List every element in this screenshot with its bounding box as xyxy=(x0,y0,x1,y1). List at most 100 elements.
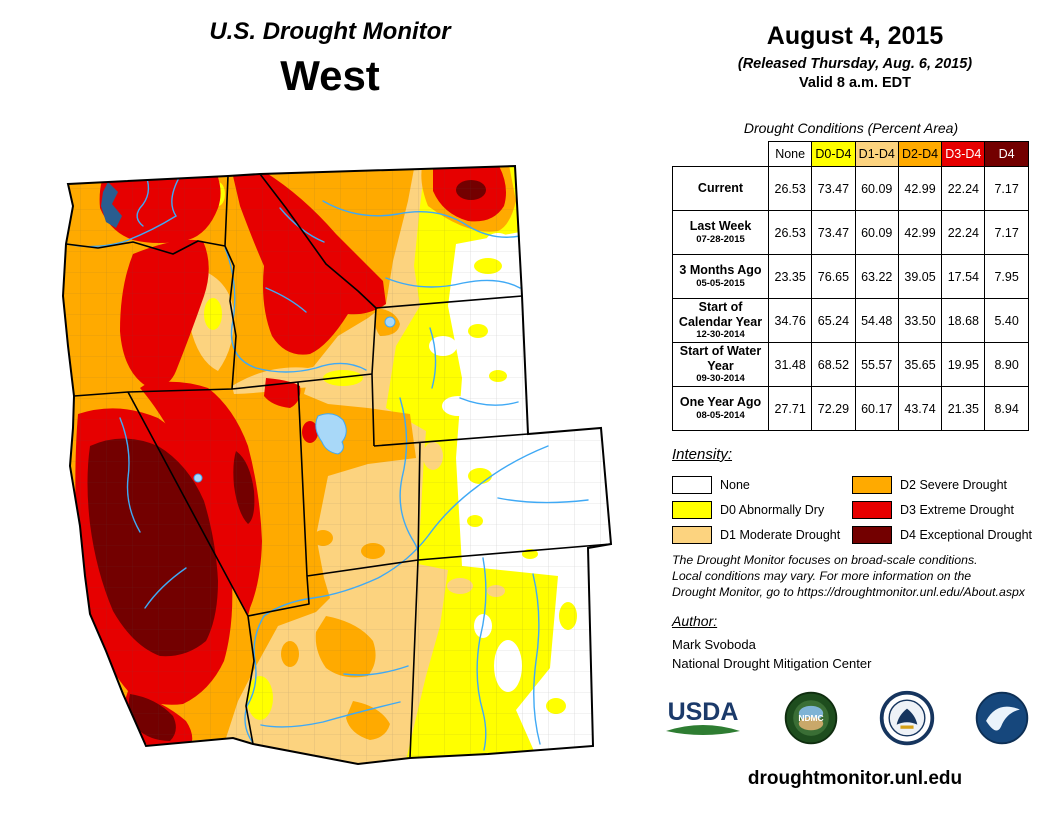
table-row: Last Week 07-28-2015 26.53 73.47 60.09 42… xyxy=(672,210,1029,255)
swatch-none xyxy=(672,475,712,494)
legend-item-d2: D2 Severe Drought xyxy=(852,472,1038,497)
swatch-d4 xyxy=(852,525,892,544)
col-header-d1-d4: D1-D4 xyxy=(854,141,899,167)
cell-value: 63.22 xyxy=(854,254,899,299)
agency-logos: USDA NDMC xyxy=(660,688,1032,748)
col-header-d0-d4: D0-D4 xyxy=(811,141,856,167)
cell-value: 42.99 xyxy=(897,210,943,255)
usda-logo: USDA xyxy=(666,698,740,735)
ndmc-wordmark: NDMC xyxy=(799,713,824,723)
legend-label: D2 Severe Drought xyxy=(900,477,1008,492)
legend-label: D4 Exceptional Drought xyxy=(900,527,1033,542)
cell-value: 60.09 xyxy=(854,210,899,255)
col-header-d2-d4: D2-D4 xyxy=(897,141,943,167)
cell-value: 72.29 xyxy=(811,386,856,431)
drought-fill-layers xyxy=(63,166,611,764)
legend-item-d1: D1 Moderate Drought xyxy=(672,522,852,547)
yellowstone-lake xyxy=(384,316,396,328)
intensity-legend: Intensity: None D0 Abnormally Dry D1 Mod… xyxy=(672,446,1040,547)
noaa-logo-icon xyxy=(975,691,1029,745)
cell-value: 7.95 xyxy=(984,254,1029,299)
col-header-none: None xyxy=(767,141,813,167)
table-row: Current 26.53 73.47 60.09 42.99 22.24 7.… xyxy=(672,166,1029,211)
commerce-seal-icon xyxy=(879,690,934,746)
page-title: U.S. Drought Monitor xyxy=(209,18,451,45)
usda-swoosh-icon xyxy=(666,725,740,735)
legend-item-none: None xyxy=(672,472,852,497)
legend-item-d3: D3 Extreme Drought xyxy=(852,497,1038,522)
puget-sound xyxy=(101,182,122,228)
legend-item-d0: D0 Abnormally Dry xyxy=(672,497,852,522)
ndmc-logo: NDMC xyxy=(785,691,838,745)
disclaimer-line: The Drought Monitor focuses on broad-sca… xyxy=(672,553,978,567)
legend-item-d4: D4 Exceptional Drought xyxy=(852,522,1038,547)
cell-value: 19.95 xyxy=(941,342,986,387)
row-label: One Year Ago 08-05-2014 xyxy=(672,386,769,431)
cell-value: 60.17 xyxy=(854,386,899,431)
cell-value: 43.74 xyxy=(897,386,943,431)
state-borders xyxy=(65,173,612,759)
disclaimer-line: Local conditions may vary. For more info… xyxy=(672,568,972,583)
table-header-row: None D0-D4 D1-D4 D2-D4 D3-D4 D4 xyxy=(672,141,1029,167)
cell-value: 73.47 xyxy=(811,166,856,211)
author-block: Author: Mark Svoboda National Drought Mi… xyxy=(672,613,1042,671)
cell-value: 68.52 xyxy=(811,342,856,387)
drought-conditions-table: None D0-D4 D1-D4 D2-D4 D3-D4 D4 Current … xyxy=(672,141,1029,431)
disclaimer-text: The Drought Monitor focuses on broad-sca… xyxy=(672,553,1042,601)
table-row: 3 Months Ago 05-05-2015 23.35 76.65 63.22… xyxy=(672,254,1029,299)
drought-map xyxy=(61,164,613,766)
title-block: U.S. Drought Monitor West xyxy=(110,18,550,100)
cell-value: 18.68 xyxy=(941,298,986,343)
lake-tahoe xyxy=(193,473,203,483)
author-name: Mark Svoboda xyxy=(672,637,756,652)
cell-value: 8.90 xyxy=(984,342,1029,387)
legend-label: D3 Extreme Drought xyxy=(900,502,1014,517)
swatch-d3 xyxy=(852,500,892,519)
row-label: 3 Months Ago 05-05-2015 xyxy=(672,254,769,299)
site-url: droughtmonitor.unl.edu xyxy=(747,768,963,789)
cell-value: 76.65 xyxy=(811,254,856,299)
cell-value: 34.76 xyxy=(767,298,813,343)
date-block: August 4, 2015 (Released Thursday, Aug. … xyxy=(690,22,1020,91)
swatch-d0 xyxy=(672,500,712,519)
cell-value: 21.35 xyxy=(941,386,986,431)
cell-value: 73.47 xyxy=(811,210,856,255)
map-date: August 4, 2015 xyxy=(766,22,944,50)
cell-value: 39.05 xyxy=(897,254,943,299)
row-label: Start of Water Year 09-30-2014 xyxy=(672,342,769,387)
swatch-d2 xyxy=(852,475,892,494)
cell-value: 22.24 xyxy=(941,210,986,255)
cell-value: 8.94 xyxy=(984,386,1029,431)
author-org: National Drought Mitigation Center xyxy=(672,656,872,671)
cell-value: 7.17 xyxy=(984,166,1029,211)
cell-value: 55.57 xyxy=(854,342,899,387)
cell-value: 7.17 xyxy=(984,210,1029,255)
col-header-d3-d4: D3-D4 xyxy=(941,141,986,167)
row-label: Start of Calendar Year 12-30-2014 xyxy=(672,298,769,343)
cell-value: 42.99 xyxy=(897,166,943,211)
region-outline xyxy=(61,164,613,766)
row-label: Last Week 07-28-2015 xyxy=(672,210,769,255)
cell-value: 54.48 xyxy=(854,298,899,343)
cell-value: 35.65 xyxy=(897,342,943,387)
legend-label: D1 Moderate Drought xyxy=(720,527,841,542)
cell-value: 23.35 xyxy=(767,254,813,299)
great-salt-lake xyxy=(315,413,347,455)
rivers xyxy=(67,175,589,751)
cell-value: 17.54 xyxy=(941,254,986,299)
cell-value: 27.71 xyxy=(767,386,813,431)
legend-grid: None D0 Abnormally Dry D1 Moderate Droug… xyxy=(672,472,1040,547)
legend-label: D0 Abnormally Dry xyxy=(720,502,825,517)
cell-value: 60.09 xyxy=(854,166,899,211)
usda-wordmark: USDA xyxy=(668,698,739,726)
stats-table-title: Drought Conditions (Percent Area) xyxy=(743,120,959,136)
legend-title: Intensity: xyxy=(672,446,733,463)
stats-table-block: Drought Conditions (Percent Area) None D… xyxy=(672,120,1030,431)
county-lines xyxy=(63,166,611,764)
col-header-d4: D4 xyxy=(984,141,1029,167)
table-row: Start of Calendar Year 12-30-2014 34.76 6… xyxy=(672,298,1029,343)
disclaimer-line: Drought Monitor, go to https://droughtmo… xyxy=(672,584,1025,599)
cell-value: 65.24 xyxy=(811,298,856,343)
row-label: Current xyxy=(672,166,769,211)
